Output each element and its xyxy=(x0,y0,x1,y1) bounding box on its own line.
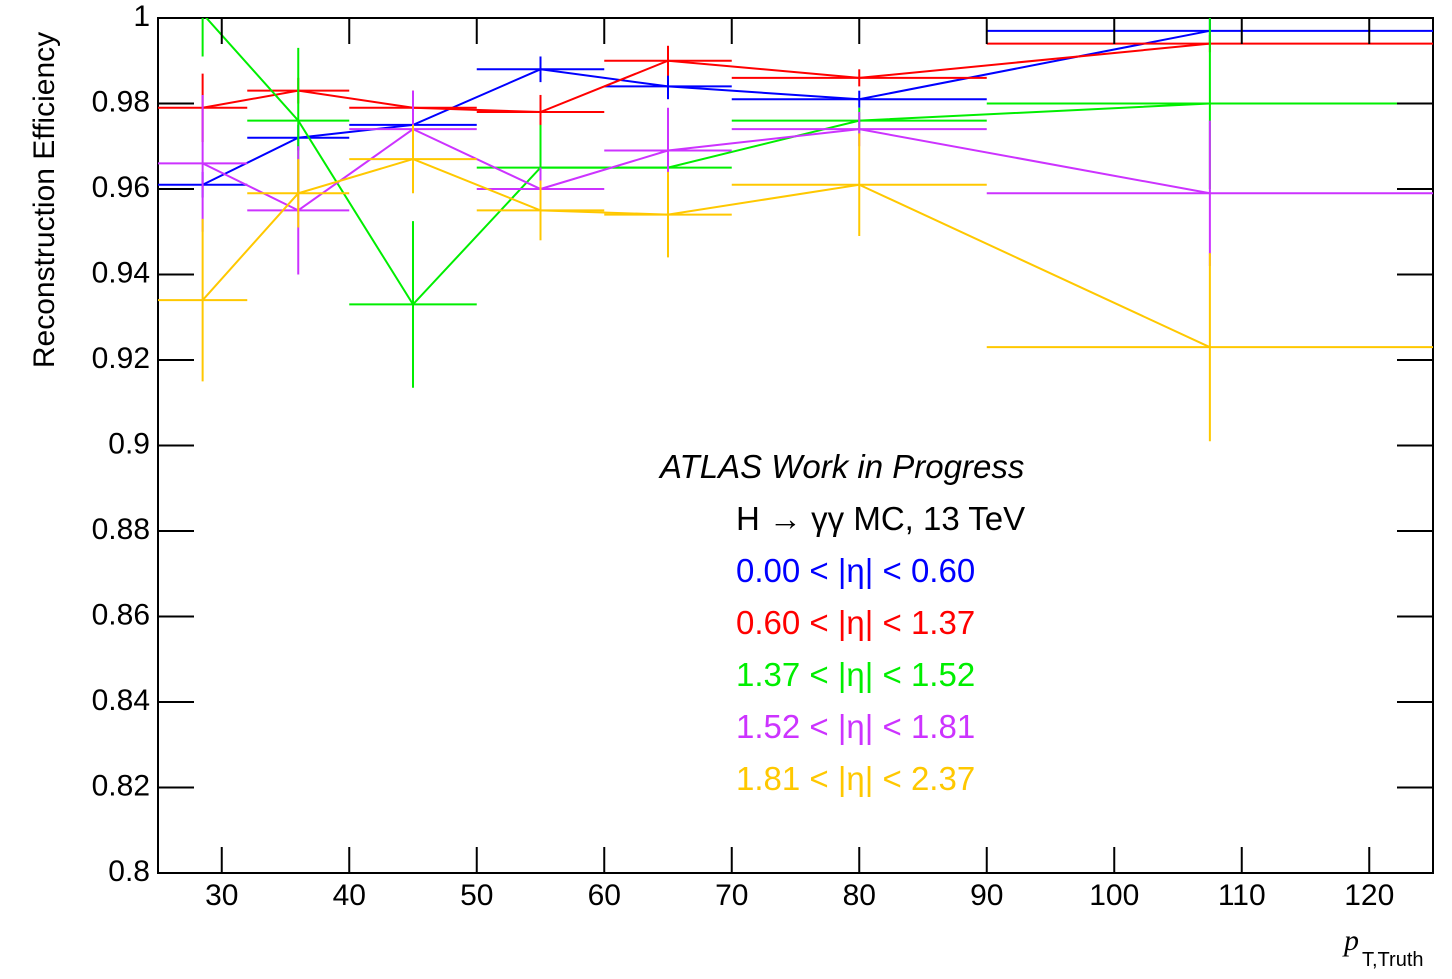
x-tick-label: 80 xyxy=(843,879,876,912)
x-tick-label: 70 xyxy=(715,879,748,912)
y-axis-label: Reconstruction Efficiency xyxy=(28,32,61,368)
x-tick-label: 100 xyxy=(1089,879,1139,912)
y-tick-label: 0.8 xyxy=(108,855,150,888)
x-axis-label-main: p xyxy=(1342,924,1359,957)
x-axis-label-sub: T,Truth xyxy=(1362,949,1424,971)
x-tick-label: 90 xyxy=(970,879,1003,912)
y-tick-label: 0.9 xyxy=(108,427,150,460)
y-tick-label: 0.92 xyxy=(92,342,150,375)
x-tick-label: 110 xyxy=(1218,879,1266,912)
y-tick-label: 0.86 xyxy=(92,598,150,631)
y-tick-label: 0.82 xyxy=(92,769,150,802)
x-tick-label: 30 xyxy=(205,879,238,912)
y-tick-label: 1 xyxy=(133,0,150,33)
x-tick-label: 50 xyxy=(460,879,493,912)
x-tick-label: 40 xyxy=(333,879,366,912)
legend-label: 0.00 < |η| < 0.60 xyxy=(736,552,975,589)
y-tick-label: 0.98 xyxy=(92,85,150,118)
series-line xyxy=(202,42,1210,114)
annotation: ATLAS Work in Progress xyxy=(658,448,1024,485)
x-tick-label: 120 xyxy=(1344,879,1394,912)
y-tick-label: 0.94 xyxy=(92,256,150,289)
legend-label: 1.81 < |η| < 2.37 xyxy=(736,760,975,797)
x-tick-label: 60 xyxy=(588,879,621,912)
x-axis-label: p xyxy=(1342,924,1359,957)
y-tick-label: 0.84 xyxy=(92,684,150,717)
series-line xyxy=(202,127,1211,212)
series-line xyxy=(201,158,1211,349)
y-tick-label: 0.88 xyxy=(92,513,150,546)
annotation: H → γγ MC, 13 TeV xyxy=(736,500,1025,537)
legend-label: 1.52 < |η| < 1.81 xyxy=(736,708,975,745)
y-tick-label: 0.96 xyxy=(92,171,150,204)
legend-label: 0.60 < |η| < 1.37 xyxy=(736,604,975,641)
plot-area xyxy=(158,18,1433,442)
legend-label: 1.37 < |η| < 1.52 xyxy=(736,656,975,693)
